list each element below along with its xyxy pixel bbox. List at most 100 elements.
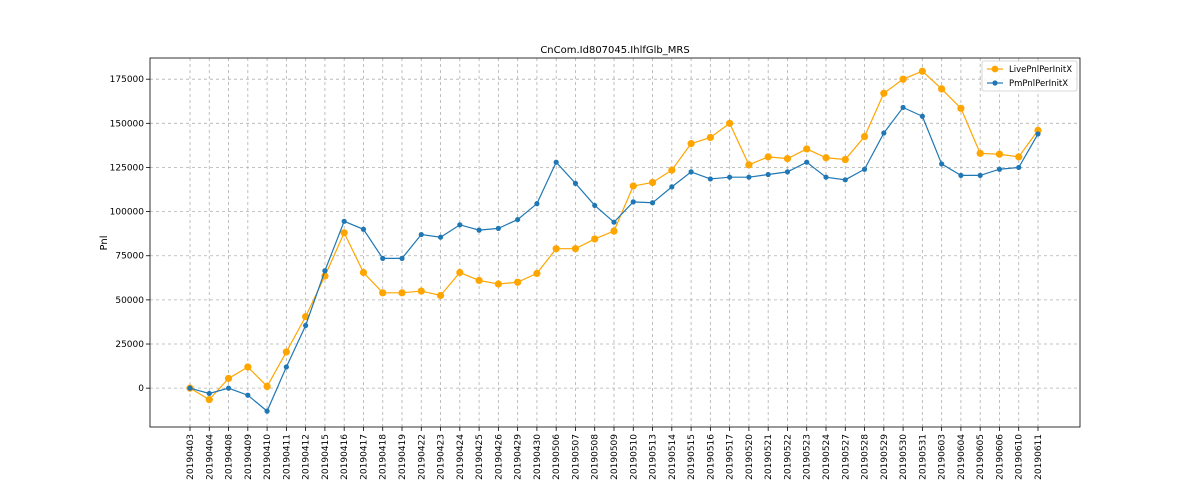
- x-axis: 20190403 20190404 20190408 20190409 20190410…: [186, 427, 1044, 480]
- data-point: [398, 289, 406, 297]
- x-tick-label: 20190411: [282, 434, 292, 480]
- data-point: [476, 227, 482, 233]
- y-axis-label: Pnl: [99, 236, 110, 251]
- series-LivePnlPerInitX: [186, 67, 1042, 404]
- data-point: [282, 348, 290, 356]
- x-tick-label: 20190412: [302, 434, 312, 480]
- data-point: [938, 85, 946, 93]
- legend-marker-pm: [992, 80, 998, 86]
- data-point: [437, 234, 444, 240]
- data-point: [918, 67, 926, 75]
- chart-title: CnCom.Id807045.IhlfGlb_MRS: [540, 45, 689, 56]
- x-tick-label: 20190509: [610, 434, 620, 480]
- x-tick-label: 20190508: [591, 434, 601, 480]
- data-point: [823, 174, 829, 180]
- x-tick-label: 20190415: [321, 434, 331, 480]
- y-tick-label: 175000: [110, 75, 145, 85]
- x-tick-label: 20190530: [899, 434, 909, 480]
- data-point: [958, 172, 964, 179]
- x-tick-label: 20190516: [706, 434, 716, 480]
- x-tick-label: 20190506: [552, 434, 562, 480]
- x-tick-label: 20190416: [340, 434, 350, 480]
- data-point: [822, 154, 830, 162]
- data-point: [842, 177, 848, 183]
- plot-area-frame: [149, 57, 1081, 428]
- data-point: [322, 268, 328, 274]
- x-tick-label: 20190510: [629, 434, 639, 480]
- x-tick-label: 20190425: [475, 434, 485, 480]
- x-tick-label: 20190410: [263, 434, 273, 480]
- data-point: [1016, 164, 1022, 171]
- legend-label-live: LivePnlPerInitX: [1009, 65, 1072, 75]
- x-tick-label: 20190507: [571, 434, 581, 480]
- data-point: [359, 268, 368, 277]
- x-tick-label: 20190430: [533, 434, 543, 480]
- x-tick-label: 20190404: [205, 434, 215, 480]
- data-point: [495, 225, 501, 231]
- y-tick-label: 150000: [110, 119, 145, 129]
- legend: LivePnlPerInitX PmPnlPerInitX: [981, 60, 1078, 92]
- y-tick-label: 125000: [110, 163, 145, 173]
- data-point: [804, 159, 810, 165]
- x-tick-label: 20190610: [1015, 434, 1025, 480]
- data-point: [592, 202, 598, 209]
- data-point: [687, 140, 695, 148]
- data-point: [187, 385, 193, 391]
- y-axis: 0 25000 50000 75000 100000 125000 150000 175000: [110, 75, 150, 394]
- x-tick-label: 20190524: [822, 434, 832, 480]
- data-point: [707, 176, 713, 182]
- data-point: [861, 166, 868, 172]
- data-point: [417, 287, 425, 295]
- x-tick-label: 20190409: [244, 434, 254, 480]
- data-point: [515, 216, 521, 223]
- data-point: [341, 218, 347, 224]
- data-point: [668, 166, 676, 174]
- x-tick-label: 20190424: [456, 434, 466, 480]
- x-tick-label: 20190529: [880, 434, 890, 480]
- data-point: [726, 119, 734, 127]
- x-tick-label: 20190517: [726, 434, 736, 480]
- x-tick-label: 20190422: [417, 434, 427, 480]
- x-tick-label: 20190527: [841, 434, 851, 480]
- x-tick-label: 20190429: [514, 434, 524, 480]
- data-point: [264, 408, 270, 414]
- data-point: [360, 226, 367, 232]
- data-point: [688, 169, 694, 175]
- data-point: [765, 171, 771, 178]
- data-point: [436, 291, 445, 300]
- data-point: [380, 255, 386, 261]
- data-point: [803, 145, 811, 153]
- x-tick-label: 20190611: [1034, 434, 1044, 480]
- x-tick-label: 20190604: [957, 434, 967, 480]
- data-point: [399, 255, 405, 261]
- x-tick-label: 20190514: [668, 434, 678, 480]
- data-point: [745, 161, 753, 169]
- series-layer: [186, 67, 1042, 414]
- legend-frame: [981, 60, 1078, 92]
- data-point: [283, 364, 289, 370]
- data-point: [302, 313, 310, 321]
- data-point: [303, 322, 309, 329]
- data-point: [1035, 131, 1041, 137]
- data-point: [899, 75, 907, 83]
- data-point: [996, 166, 1003, 172]
- data-point: [746, 174, 752, 180]
- x-tick-label: 20190521: [764, 434, 774, 480]
- x-tick-label: 20190423: [437, 434, 447, 480]
- data-point: [494, 280, 502, 288]
- x-tick-label: 20190418: [379, 434, 389, 480]
- data-point: [629, 182, 637, 190]
- legend-label-pm: PmPnlPerInitX: [1009, 79, 1068, 89]
- data-point: [977, 172, 983, 179]
- x-tick-label: 20190528: [861, 434, 871, 480]
- data-point: [764, 153, 772, 161]
- y-tick-label: 50000: [115, 296, 144, 306]
- x-tick-label: 20190531: [918, 434, 928, 480]
- data-point: [900, 104, 906, 111]
- data-point: [880, 89, 888, 97]
- data-point: [263, 382, 271, 390]
- data-point: [244, 363, 252, 371]
- data-point: [1015, 153, 1023, 161]
- data-point: [418, 231, 424, 238]
